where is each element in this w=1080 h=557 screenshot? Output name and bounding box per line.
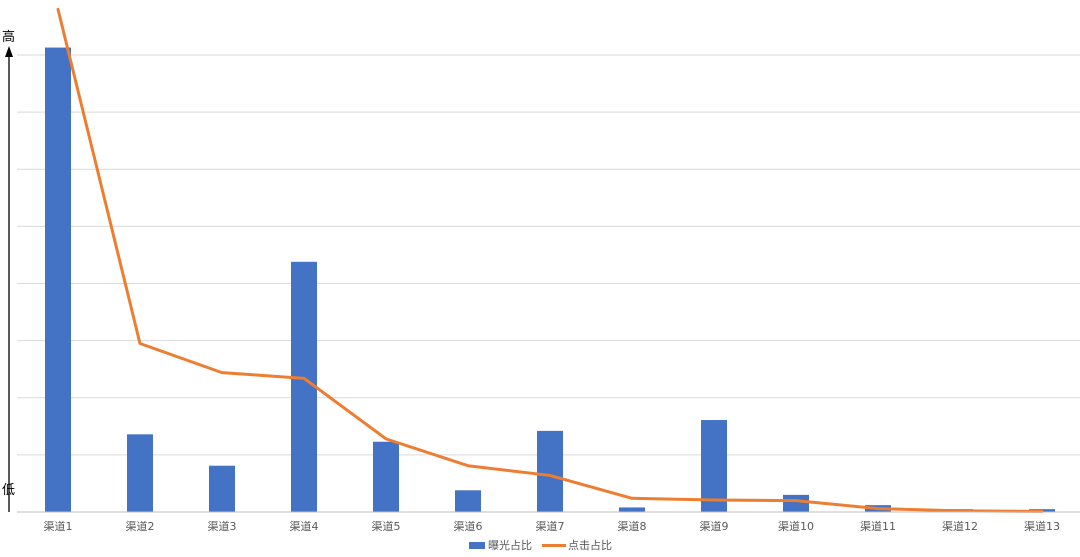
x-tick-label: 渠道8 bbox=[618, 519, 647, 533]
y-axis-low-label: 低 bbox=[2, 483, 15, 498]
x-tick-label: 渠道2 bbox=[126, 519, 155, 533]
legend-swatch-exposure bbox=[469, 542, 485, 549]
bar-10 bbox=[783, 494, 809, 512]
y-axis-arrow-head bbox=[5, 46, 13, 57]
bar-2 bbox=[127, 434, 153, 512]
legend-label-click: 点击占比 bbox=[568, 538, 612, 552]
x-tick-label: 渠道1 bbox=[44, 519, 73, 533]
gridlines bbox=[17, 54, 1080, 456]
bar-9 bbox=[701, 420, 727, 512]
bar-series-exposure bbox=[45, 47, 1055, 512]
legend: 曝光占比 点击占比 bbox=[469, 538, 612, 552]
bar-5 bbox=[373, 441, 399, 512]
x-tick-label: 渠道5 bbox=[372, 519, 401, 533]
bar-6 bbox=[455, 490, 481, 512]
y-axis-high-label: 高 bbox=[2, 29, 15, 45]
x-tick-label: 渠道11 bbox=[860, 519, 896, 533]
x-tick-label: 渠道10 bbox=[778, 519, 814, 533]
x-tick-labels: 渠道1 渠道2 渠道3 渠道4 渠道5 渠道6 渠道7 渠道8 渠道9 渠道10 渠道11 渠道12 渠… bbox=[44, 519, 1061, 533]
bar-8 bbox=[619, 507, 645, 512]
x-tick-label: 渠道3 bbox=[208, 519, 237, 533]
bar-1 bbox=[45, 47, 71, 512]
x-tick-label: 渠道13 bbox=[1024, 519, 1060, 533]
legend-label-exposure: 曝光占比 bbox=[488, 538, 532, 552]
line-series-click bbox=[56, 7, 1044, 513]
x-tick-label: 渠道12 bbox=[942, 519, 978, 533]
bar-4 bbox=[291, 261, 317, 512]
bar-7 bbox=[537, 430, 563, 512]
x-tick-label: 渠道9 bbox=[700, 519, 729, 533]
x-tick-label: 渠道7 bbox=[536, 519, 565, 533]
x-tick-label: 渠道6 bbox=[454, 519, 483, 533]
x-tick-label: 渠道4 bbox=[290, 519, 319, 533]
bar-3 bbox=[209, 465, 235, 512]
